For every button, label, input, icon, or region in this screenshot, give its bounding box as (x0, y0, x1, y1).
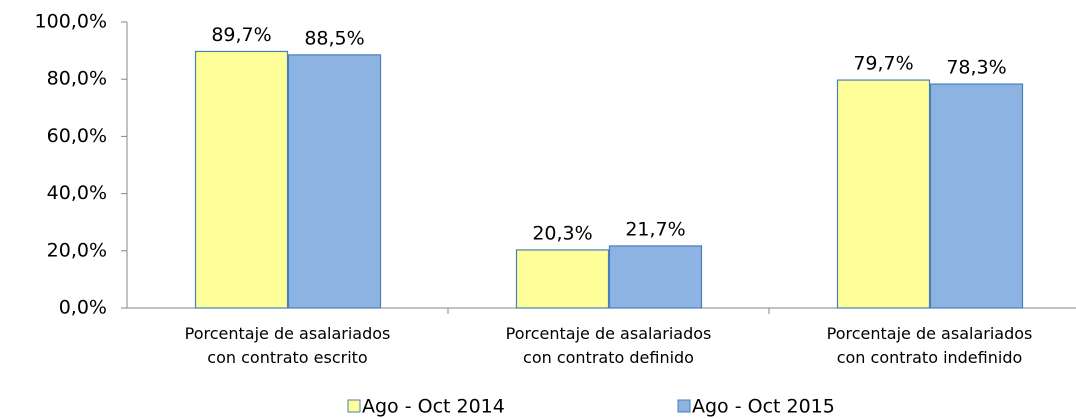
bar (194, 50, 289, 309)
legend-swatch (677, 399, 691, 413)
data-label: 21,7% (625, 218, 685, 240)
data-label: 78,3% (946, 57, 1006, 79)
y-tick-label: 20,0% (47, 239, 107, 261)
data-label: 79,7% (853, 53, 913, 75)
bar (929, 83, 1024, 309)
x-tick-label: Porcentaje de asalariados con contrato es… (185, 324, 391, 367)
y-tick-label: 60,0% (47, 125, 107, 147)
bar (287, 54, 382, 309)
y-tick-label: 100,0% (35, 11, 107, 33)
legend-label: Ago - Oct 2014 (362, 396, 505, 418)
x-tick-label: Porcentaje de asalariados con contrato de… (506, 324, 712, 367)
data-label: 20,3% (532, 222, 592, 244)
legend-swatch (347, 399, 361, 413)
y-tick-label: 0,0% (59, 297, 107, 319)
legend-label: Ago - Oct 2015 (692, 396, 835, 418)
data-label: 89,7% (211, 24, 271, 46)
bar (608, 245, 703, 309)
x-tick-label: Porcentaje de asalariados con contrato in… (827, 324, 1033, 367)
y-tick-label: 40,0% (47, 182, 107, 204)
bar (836, 79, 931, 309)
y-tick-label: 80,0% (47, 68, 107, 90)
bar (515, 249, 610, 309)
data-label: 88,5% (304, 27, 364, 49)
